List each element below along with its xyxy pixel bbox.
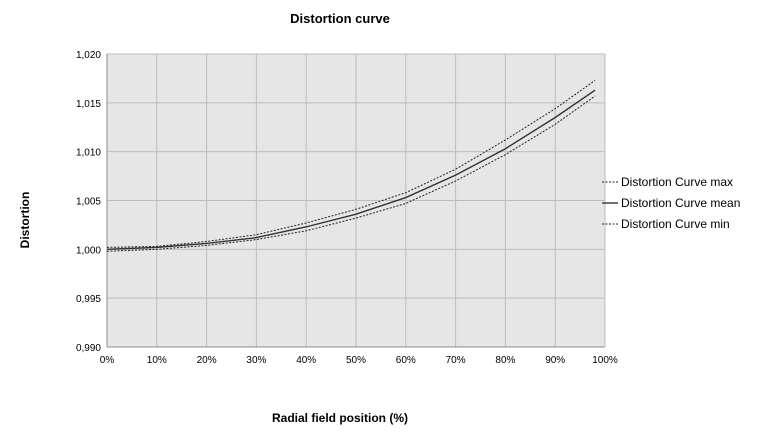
legend-label: Distortion Curve min: [621, 217, 730, 231]
x-tick-labels: 0% 10% 20% 30% 40% 50% 60% 70% 80% 90% 100%: [100, 355, 618, 366]
x-tick-label: 70%: [446, 355, 466, 366]
y-axis-title: Distortion: [18, 192, 32, 249]
series-lines: [106, 79, 596, 252]
x-tick-label: 0%: [100, 355, 115, 366]
x-axis-title: Radial field position (%): [272, 411, 408, 425]
y-tick-label: 0,990: [76, 343, 101, 354]
axes: [106, 54, 606, 348]
grid-lines: [107, 53, 605, 347]
legend: Distortion Curve max Distortion Curve mea…: [602, 175, 740, 231]
legend-label: Distortion Curve max: [621, 175, 733, 189]
x-tick-label: 100%: [592, 355, 618, 366]
x-tick-label: 40%: [296, 355, 316, 366]
x-tick-label: 50%: [346, 355, 366, 366]
y-tick-label: 0,995: [76, 294, 101, 305]
x-tick-label: 30%: [246, 355, 266, 366]
x-tick-label: 80%: [495, 355, 515, 366]
y-tick-label: 1,020: [76, 50, 101, 61]
y-tick-labels: 0,990 0,995 1,000 1,005 1,010 1,015 1,020: [76, 50, 101, 354]
y-tick-label: 1,000: [76, 245, 101, 256]
series-line-distortion-curve-mean: [106, 89, 596, 251]
chart-title: Distortion curve: [290, 11, 390, 26]
x-tick-label: 20%: [197, 355, 217, 366]
x-tick-label: 10%: [147, 355, 167, 366]
x-tick-label: 60%: [396, 355, 416, 366]
x-tick-label: 90%: [545, 355, 565, 366]
y-tick-label: 1,015: [76, 99, 101, 110]
series-line-distortion-curve-max: [106, 79, 596, 248]
legend-label: Distortion Curve mean: [621, 196, 740, 210]
y-tick-label: 1,010: [76, 148, 101, 159]
series-line-distortion-curve-min: [106, 95, 596, 252]
y-tick-label: 1,005: [76, 197, 101, 208]
